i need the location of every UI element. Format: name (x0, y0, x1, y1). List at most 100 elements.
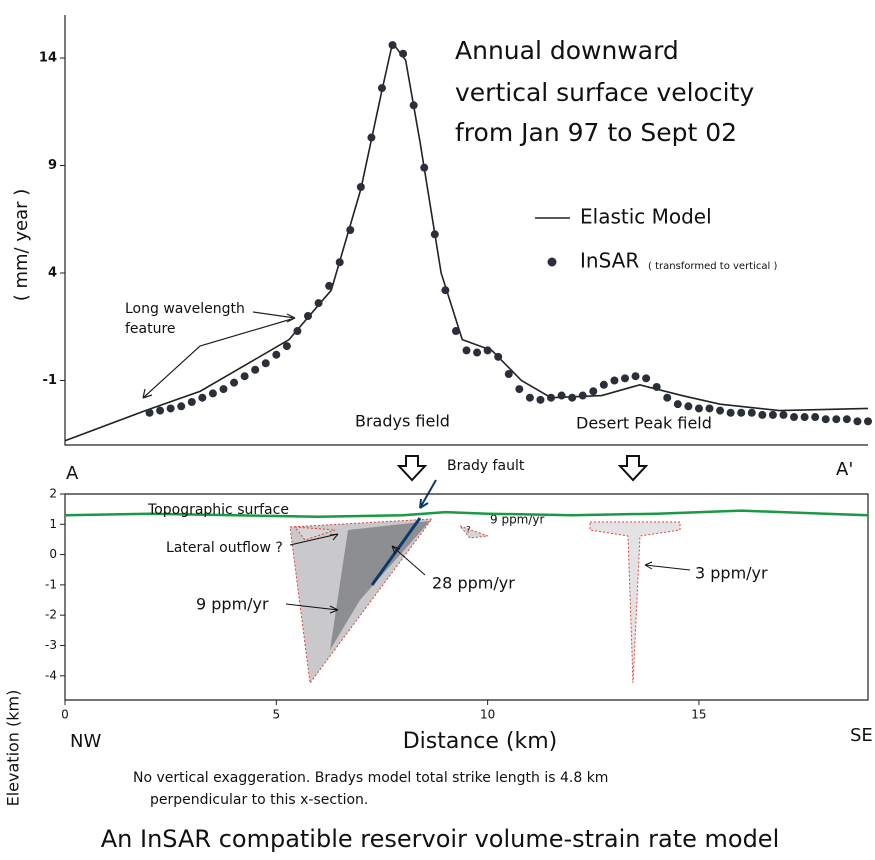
y-tick-label: 2 (49, 487, 57, 501)
insar-point (377, 84, 386, 93)
insar-point (494, 352, 503, 361)
annotation: 28 ppm/yr (432, 574, 515, 593)
insar-point (187, 398, 196, 406)
y-tick-label: -2 (45, 608, 57, 622)
insar-point (483, 346, 492, 355)
annotation: Desert Peak field (576, 414, 712, 433)
insar-point (694, 404, 703, 413)
annotation: Long wavelength (125, 301, 245, 317)
insar-point (864, 417, 872, 426)
insar-point (811, 413, 820, 422)
insar-point (430, 230, 439, 239)
insar-point (251, 365, 260, 374)
insar-point (631, 372, 640, 381)
insar-point (790, 413, 799, 422)
insar-point (557, 391, 566, 400)
y-tick-label: -1 (43, 373, 57, 388)
desert-peak-body (589, 521, 681, 684)
y-tick-label: 9 (48, 158, 57, 173)
insar-point (208, 389, 217, 398)
insar-point (504, 370, 513, 379)
insar-point (642, 374, 651, 383)
title-line: from Jan 97 to Sept 02 (455, 118, 737, 147)
annotation: 9 ppm/yr (196, 595, 269, 614)
y-label: Elevation (km) (4, 690, 23, 807)
annotation: A' (836, 459, 853, 480)
insar-point (145, 408, 154, 417)
series-label: Topographic surface (147, 502, 289, 518)
y-tick-label: -1 (45, 577, 57, 591)
y-tick-label: 4 (48, 266, 57, 281)
insar-point (610, 376, 619, 385)
insar-point (779, 410, 788, 419)
topographic-line (64, 509, 869, 518)
insar-point (293, 327, 302, 336)
insar-point (758, 410, 767, 419)
y-tick-label: 1 (49, 517, 57, 531)
insar-point (409, 101, 418, 110)
insar-point (325, 281, 334, 290)
insar-point (219, 385, 228, 394)
y-tick-label: -3 (45, 638, 57, 652)
axis (64, 15, 868, 446)
insar-point (515, 385, 524, 394)
insar-point (388, 41, 397, 50)
insar-point (335, 258, 344, 267)
insar-point (261, 359, 270, 368)
insar-point (536, 395, 545, 404)
insar-point (346, 226, 355, 234)
insar-point (473, 348, 482, 357)
insar-point (240, 372, 249, 381)
legend-entry: InSAR (580, 249, 639, 273)
insar-point (525, 393, 534, 402)
insar-point (230, 378, 239, 387)
x-tick-label: 10 (480, 708, 495, 722)
fault-line (370, 517, 422, 586)
insar-point (166, 404, 175, 413)
insar-point (684, 402, 693, 411)
small-body (458, 524, 489, 539)
insar-point (399, 49, 408, 58)
annotation: feature (125, 321, 176, 337)
annotation: SE (850, 725, 873, 746)
annotation: Bradys field (355, 412, 450, 431)
x-tick-label: 5 (272, 708, 280, 722)
insar-point (716, 406, 725, 415)
caption: perpendicular to this x-section. (150, 792, 368, 808)
insar-point (599, 380, 608, 389)
axis (64, 493, 869, 701)
legend-entry: Elastic Model (580, 205, 712, 229)
insar-point (451, 327, 460, 336)
insar-point (737, 408, 746, 417)
insar-point (705, 404, 714, 413)
insar-point (726, 408, 735, 417)
insar-point (663, 393, 672, 402)
annotation: 3 ppm/yr (695, 564, 768, 583)
annotation: ? (466, 526, 471, 536)
insar-point (367, 133, 376, 142)
reservoir-core (330, 521, 430, 650)
insar-point (821, 415, 830, 424)
insar-point (198, 393, 207, 402)
y-tick-label: -4 (45, 668, 57, 682)
insar-point (441, 286, 450, 295)
reservoir-body (289, 518, 434, 685)
insar-point (589, 387, 598, 396)
insar-point (156, 406, 165, 415)
footer: An InSAR compatible reservoir volume-str… (101, 825, 780, 853)
title: Annual downward vertical surface velocit… (455, 36, 754, 147)
caption: No vertical exaggeration. Bradys model t… (133, 770, 608, 786)
field-arrow (396, 455, 649, 482)
y-tick-label: 0 (49, 547, 57, 561)
annotation: Brady fault (447, 458, 525, 474)
insar-point (282, 342, 291, 351)
x-tick-label: 15 (691, 708, 706, 722)
x-tick-label: 0 (61, 708, 69, 722)
insar-point (304, 312, 313, 320)
insar-point (568, 393, 577, 402)
insar-point (462, 346, 471, 355)
insar-point (620, 374, 629, 383)
y-label: ( mm/ year ) (11, 189, 32, 302)
legend-dot (547, 257, 557, 267)
